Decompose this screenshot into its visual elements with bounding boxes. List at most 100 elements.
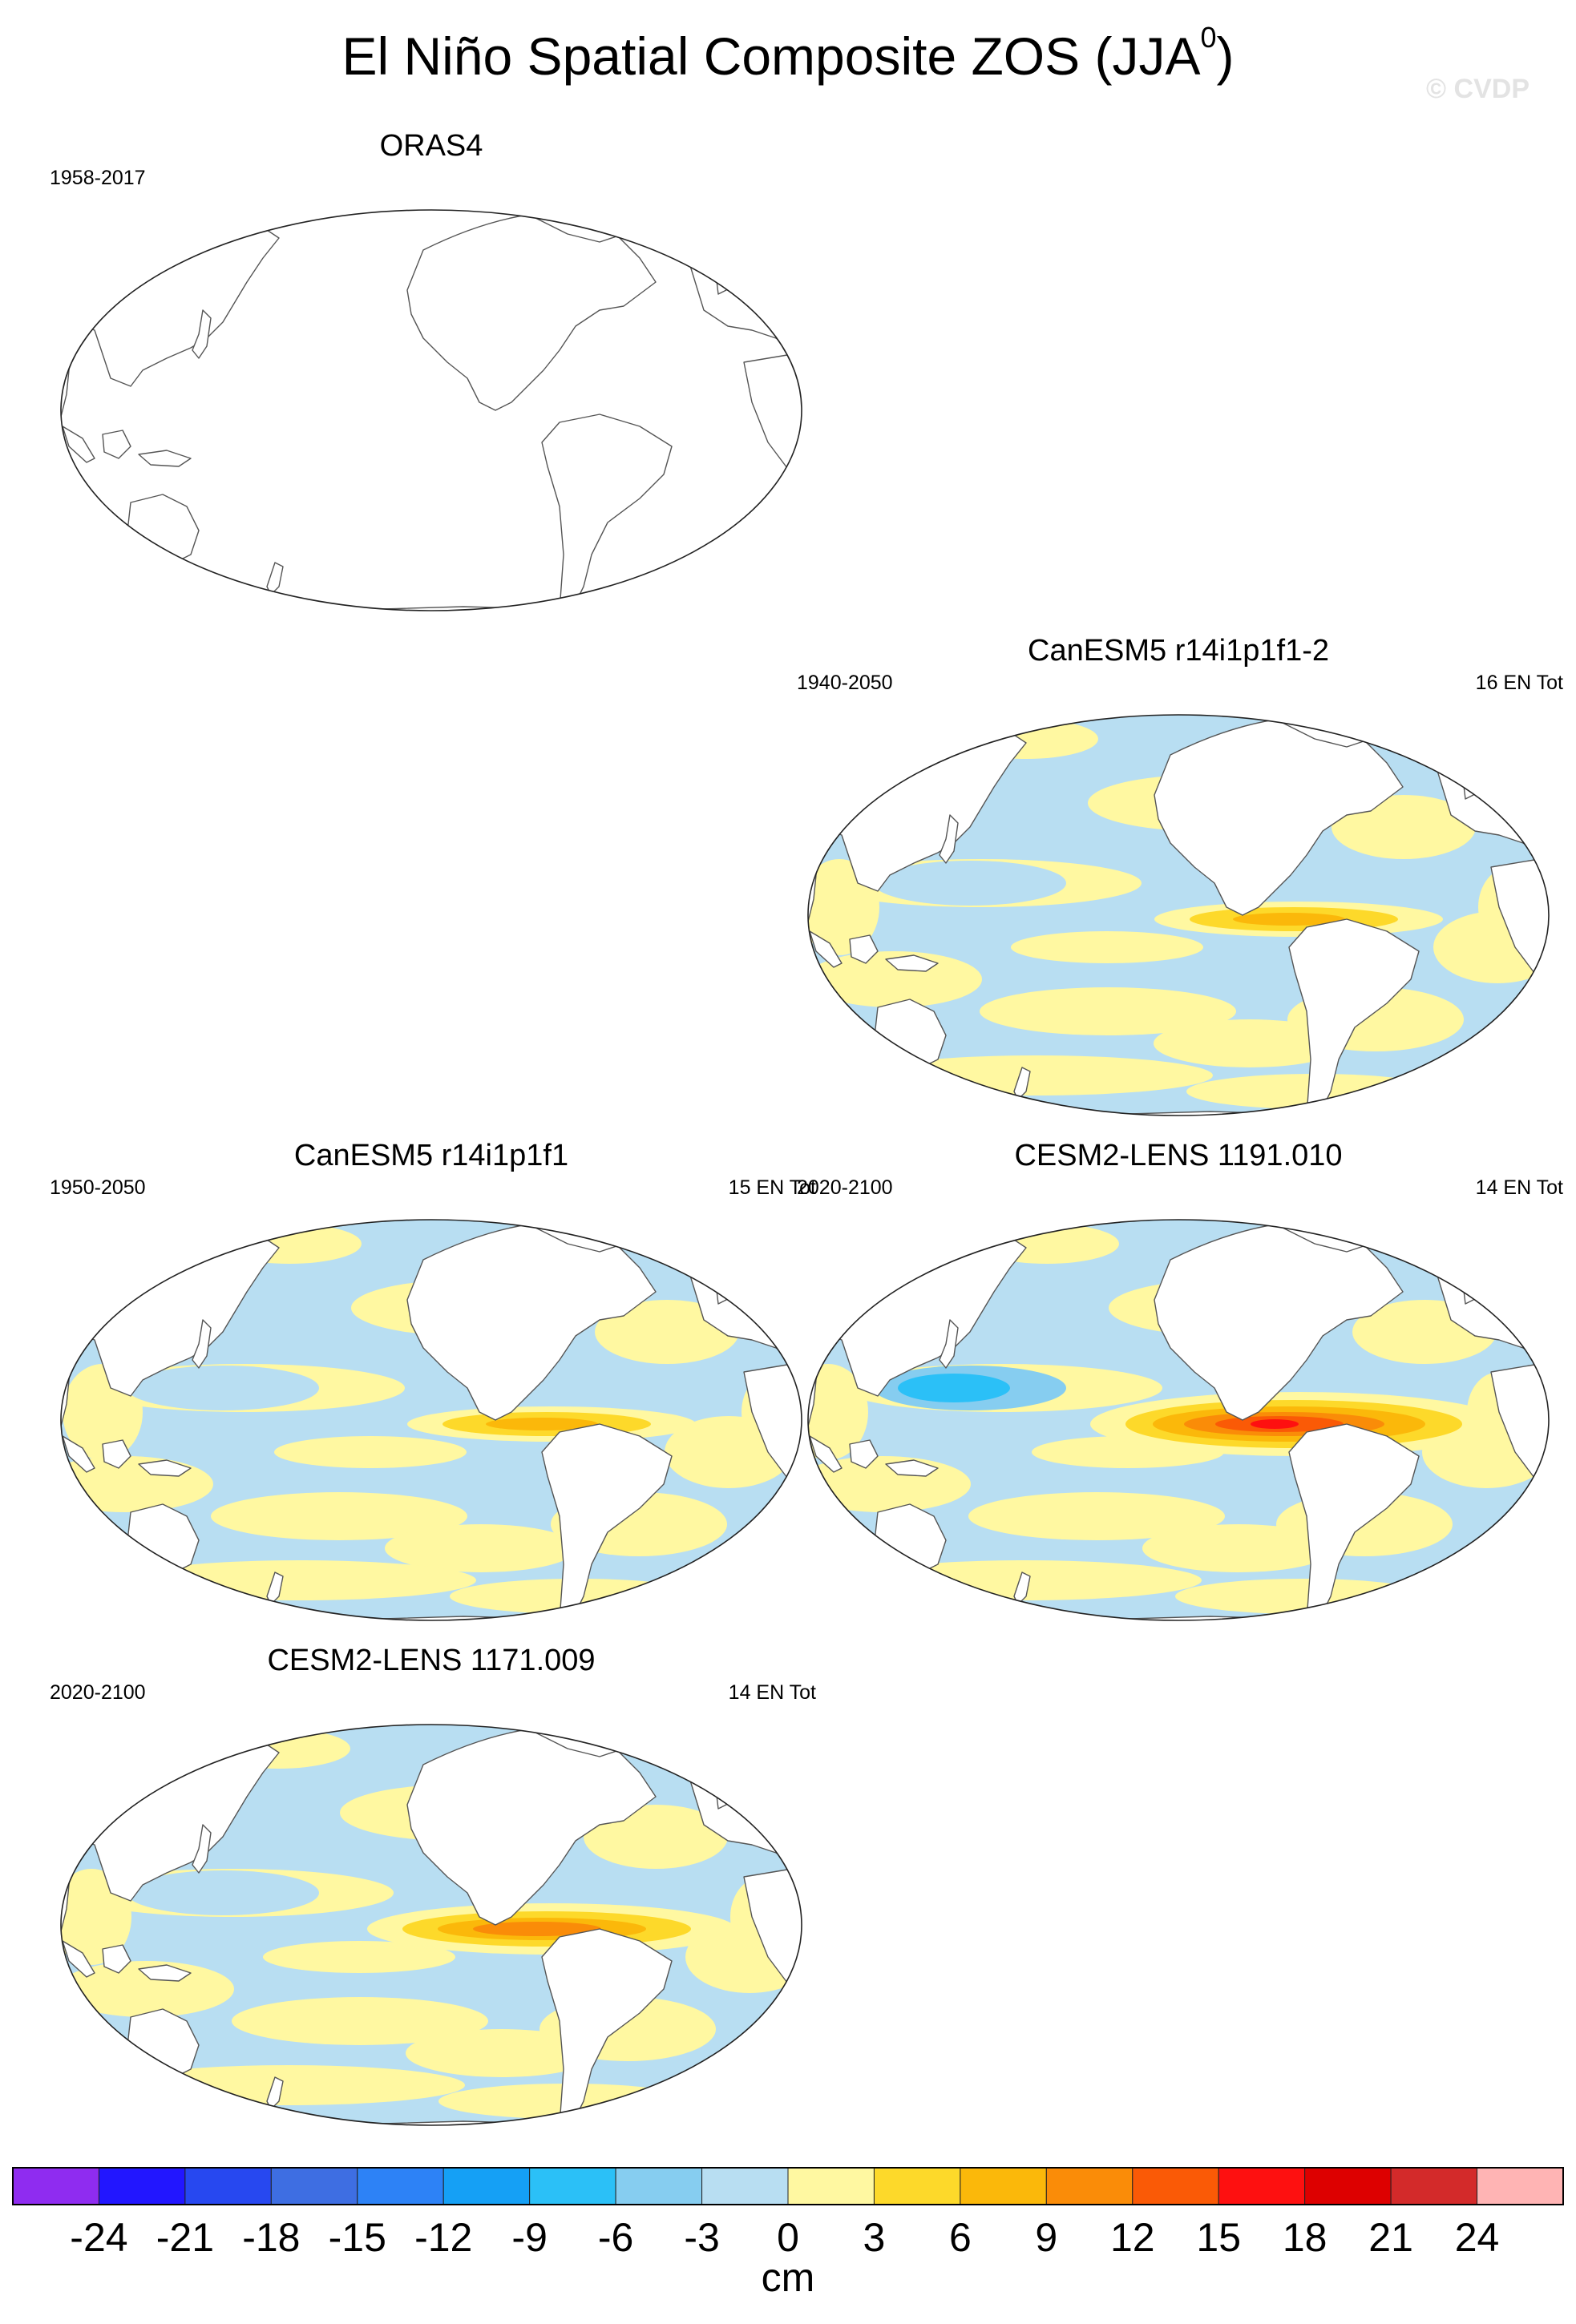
land-new-guinea (138, 450, 192, 467)
panel-years: 1940-2050 (797, 672, 893, 694)
map-oras4 (60, 209, 802, 611)
positive-anomaly-region (980, 987, 1236, 1035)
ocean-empty (61, 210, 802, 611)
map-border (807, 1219, 1550, 1621)
colorbar-tick-label: -9 (511, 2215, 547, 2260)
colorbar-swatch (1045, 2167, 1134, 2205)
negative-anomaly-region (127, 1870, 319, 1915)
positive-anomaly-region (123, 1560, 476, 1600)
panel-title: CESM2-LENS 1191.010 (1014, 1139, 1343, 1172)
colorbar-tick-label: -15 (329, 2215, 386, 2260)
panel-title: CanESM5 r14i1p1f1 (293, 1139, 569, 1172)
negative-anomaly-region (874, 861, 1066, 906)
el-nino-tongue-level (486, 1418, 598, 1430)
colorbar-swatch (184, 2167, 272, 2205)
land-japan (939, 1319, 959, 1369)
land-antarctica (808, 1612, 1549, 1620)
panel-count: 16 EN Tot (1475, 672, 1563, 694)
panel-years: 2020-2100 (797, 1176, 893, 1199)
land-south-america (541, 1423, 673, 1620)
colorbar-tick-label: 3 (863, 2215, 886, 2260)
land-sumatra (809, 930, 843, 968)
panel-title: CanESM5 r14i1p1f1-2 (1028, 634, 1329, 668)
colorbar-tick-label: -3 (684, 2215, 719, 2260)
map-canesm5-2 (807, 714, 1550, 1116)
colorbar-tick-label: 18 (1283, 2215, 1327, 2260)
colorbar-swatch (787, 2167, 875, 2205)
land-new-guinea (885, 954, 939, 972)
panel-years: 1958-2017 (50, 167, 146, 189)
positive-anomaly-region (1011, 931, 1203, 963)
land-antarctica (808, 1107, 1549, 1116)
colorbar-swatch (1304, 2167, 1392, 2205)
negative-anomaly-region (127, 1366, 319, 1410)
panel-years: 2020-2100 (50, 1681, 146, 1704)
colorbar-swatch (1132, 2167, 1219, 2205)
panel-cesm2-1191: CESM2-LENS 1191.010 2020-2100 14 EN Tot (794, 1139, 1563, 1644)
colorbar-swatch (442, 2167, 531, 2205)
land-new-zealand (266, 562, 284, 595)
land-sumatra (62, 1940, 95, 1978)
land-south-america (1288, 918, 1420, 1116)
colorbar-tick-label: 6 (949, 2215, 972, 2260)
colorbar-tick-label: 12 (1110, 2215, 1155, 2260)
land-uk (1462, 774, 1474, 800)
colorbar-swatch (873, 2167, 961, 2205)
positive-anomaly-region (112, 2065, 465, 2105)
map-border (60, 209, 802, 611)
el-nino-tongue-level (1251, 1419, 1299, 1429)
land-sumatra (809, 1435, 843, 1473)
land-antarctica (61, 2116, 802, 2125)
land-uk (715, 1279, 727, 1305)
positive-anomaly-region (232, 1997, 488, 2045)
colorbar-units-label: cm (762, 2255, 815, 2300)
land-new-zealand (1013, 1067, 1031, 1100)
map-cesm2-1171 (60, 1724, 802, 2126)
colorbar-tick-label: 0 (777, 2215, 799, 2260)
panel-count: 15 EN Tot (728, 1176, 816, 1199)
land-sumatra (62, 1435, 95, 1473)
positive-anomaly-region (808, 1456, 971, 1512)
positive-anomaly-region (808, 951, 982, 1007)
positive-anomaly-region (263, 1941, 455, 1973)
panel-canesm5: CanESM5 r14i1p1f1 1950-2050 15 EN Tot (46, 1139, 816, 1644)
el-nino-tongue-level (1233, 913, 1345, 926)
land-new-zealand (1013, 1572, 1031, 1605)
colorbar-swatch (270, 2167, 358, 2205)
land-japan (192, 309, 212, 359)
land-sumatra (62, 426, 95, 463)
panel-count: 14 EN Tot (1475, 1176, 1563, 1199)
colorbar-tick-label: -24 (70, 2215, 127, 2260)
positive-anomaly-region (808, 1364, 868, 1460)
watermark: © CVDP (1426, 74, 1530, 104)
land-japan (192, 1824, 212, 1874)
colorbar-tick-label: 9 (1035, 2215, 1057, 2260)
land-borneo (849, 934, 879, 964)
colorbar-tick-label: -18 (242, 2215, 300, 2260)
land-new-guinea (885, 1459, 939, 1477)
positive-anomaly-region (860, 1055, 1213, 1095)
land-antarctica (61, 602, 802, 611)
colorbar-swatch (1390, 2167, 1478, 2205)
negative-anomaly-core (898, 1374, 1010, 1402)
land-new-guinea (138, 1964, 192, 1982)
land-new-guinea (138, 1459, 192, 1477)
panel-cesm2-1171: CESM2-LENS 1171.009 2020-2100 14 EN Tot (46, 1644, 816, 2149)
land-uk (715, 269, 727, 295)
el-nino-tongue-level (473, 1922, 601, 1936)
map-border (60, 1219, 802, 1621)
colorbar-swatch (357, 2167, 444, 2205)
colorbar-tick-label: 24 (1455, 2215, 1500, 2260)
panel-canesm5-2: CanESM5 r14i1p1f1-2 1940-2050 16 EN Tot (794, 634, 1563, 1140)
panel-years: 1950-2050 (50, 1176, 146, 1199)
colorbar-swatch (98, 2167, 186, 2205)
colorbar-swatch (12, 2167, 99, 2205)
colorbar-tick-label: -21 (156, 2215, 214, 2260)
land-japan (939, 814, 959, 864)
colorbar-tick-label: -12 (414, 2215, 472, 2260)
land-japan (192, 1319, 212, 1369)
colorbar-swatch (615, 2167, 703, 2205)
land-new-zealand (266, 1572, 284, 1605)
map-border (807, 714, 1550, 1116)
colorbar-tick-label: 15 (1196, 2215, 1241, 2260)
